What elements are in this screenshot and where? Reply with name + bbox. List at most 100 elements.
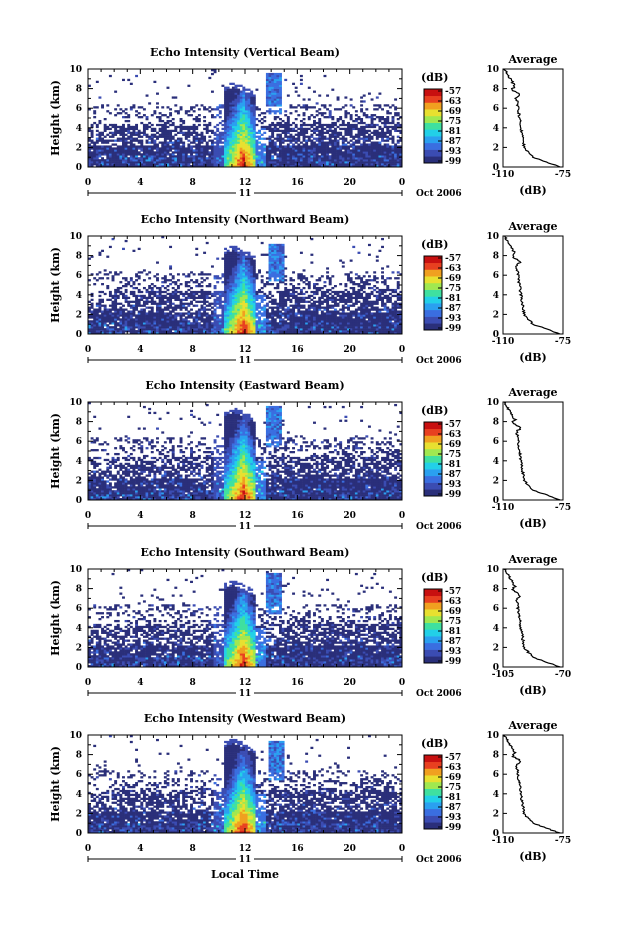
heatmap-cell [208, 165, 212, 168]
heatmap-cell [114, 332, 118, 335]
heatmap-cell [367, 92, 371, 95]
heatmap-cell [192, 324, 196, 327]
heatmap-cell [386, 118, 390, 121]
heatmap-cell [142, 108, 146, 111]
heatmap-cell [106, 157, 110, 160]
heatmap-cell [216, 290, 220, 294]
heatmap-cell [271, 155, 275, 158]
heatmap-cell [114, 298, 118, 301]
heatmap-cell [129, 324, 133, 327]
heatmap-cell [250, 285, 254, 288]
heatmap-cell [166, 116, 170, 119]
heatmap-cell [135, 326, 139, 329]
heatmap-cell [208, 304, 212, 307]
heatmap-cell [224, 316, 227, 319]
heatmap-cell [318, 155, 322, 158]
heatmap-cell [135, 314, 139, 317]
heatmap-cell [292, 149, 296, 152]
heatmap-cell [114, 273, 118, 276]
heatmap-cell [281, 141, 285, 144]
heatmap-cell [237, 110, 241, 113]
heatmap-cell [200, 135, 204, 138]
heatmap-cell [328, 123, 332, 127]
heatmap-cell [386, 143, 390, 146]
heatmap-cell [289, 141, 293, 144]
heatmap-cell [216, 292, 220, 296]
heatmap-cell [268, 263, 272, 266]
average-y-tick-label: 2 [493, 143, 499, 153]
heatmap-cell [237, 137, 241, 140]
heatmap-cell [239, 314, 243, 317]
heatmap-cell [98, 318, 102, 321]
heatmap-cell [93, 161, 97, 164]
heatmap-cell [187, 165, 191, 168]
heatmap-cell [108, 165, 112, 168]
heatmap-cell [169, 279, 173, 282]
heatmap-cell [231, 245, 235, 249]
heatmap-cell [370, 98, 374, 101]
heatmap-cell [276, 285, 280, 288]
heatmap-cell [101, 298, 104, 301]
heatmap-cell [237, 265, 241, 268]
heatmap-cell [284, 163, 288, 166]
heatmap-cell [336, 96, 340, 99]
heatmap-cell [226, 318, 230, 321]
heatmap-cell [163, 125, 167, 129]
heatmap-cell [174, 110, 178, 113]
heatmap-cell [195, 279, 199, 282]
heatmap-cell [289, 106, 293, 109]
heatmap-cell [122, 137, 125, 140]
heatmap-cell [394, 106, 398, 109]
heatmap-cell [373, 155, 377, 158]
heatmap-cell [263, 322, 267, 325]
heatmap-cell [229, 149, 233, 152]
heatmap-cell [268, 100, 272, 103]
heatmap-cell [333, 131, 337, 134]
heatmap-cell [103, 318, 107, 321]
heatmap-cell [213, 308, 217, 311]
heatmap-cell [245, 300, 248, 303]
heatmap-cell [347, 151, 350, 154]
heatmap-cell [271, 127, 275, 131]
heatmap-cell [218, 328, 222, 331]
heatmap-cell [122, 277, 125, 280]
heatmap-cell [339, 147, 343, 150]
heatmap-cell [247, 108, 251, 111]
heatmap-cell [98, 147, 102, 150]
heatmap-cell [336, 143, 340, 146]
heatmap-cell [255, 273, 259, 276]
heatmap-cell [187, 143, 191, 146]
heatmap-cell [279, 267, 282, 270]
heatmap-cell [122, 330, 125, 333]
heatmap-cell [284, 275, 288, 278]
heatmap-cell [119, 286, 123, 290]
heatmap-cell [224, 269, 227, 272]
heatmap-cell [111, 135, 115, 138]
heatmap-cell [218, 151, 222, 154]
heatmap-cell [226, 294, 230, 298]
heatmap-cell [150, 318, 154, 321]
heatmap-cell [378, 157, 382, 160]
heatmap-cell [328, 135, 332, 138]
heatmap-cell [247, 94, 251, 97]
heatmap-cell [360, 121, 364, 125]
heatmap-cell [265, 78, 269, 82]
heatmap-cell [242, 157, 246, 160]
heatmap-cell [263, 149, 267, 152]
heatmap-cell [137, 151, 141, 154]
heatmap-cell [271, 82, 275, 85]
heatmap-cell [276, 78, 280, 82]
heatmap-cell [234, 139, 238, 142]
heatmap-cell [129, 125, 133, 129]
heatmap-cell [132, 131, 136, 134]
heatmap-cell [250, 100, 254, 103]
heatmap-cell [271, 157, 275, 160]
heatmap-cell [242, 320, 246, 323]
heatmap-cell [150, 328, 154, 331]
heatmap-cell [279, 161, 282, 164]
heatmap-cell [140, 271, 144, 274]
heatmap-cell [239, 286, 243, 290]
heatmap-cell [197, 123, 201, 127]
heatmap-cell [237, 277, 241, 280]
heatmap-cell [156, 102, 159, 105]
